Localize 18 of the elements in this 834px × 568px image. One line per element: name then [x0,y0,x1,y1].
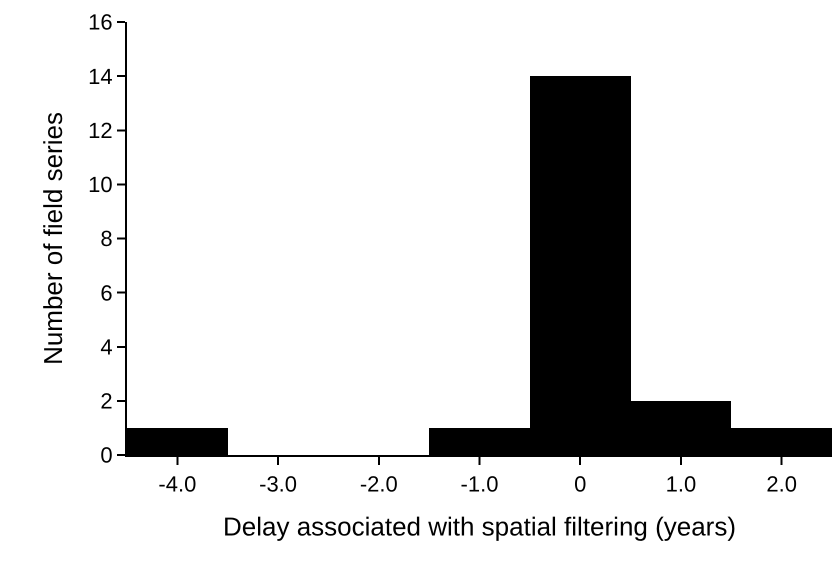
x-tick-label: -2.0 [360,471,398,496]
y-tick-label: 2 [100,388,113,414]
y-tick-label: 0 [100,442,113,468]
y-tick-label: 4 [100,334,113,360]
x-axis-title: Delay associated with spatial filtering (years) [223,512,736,542]
y-axis-title: Number of field series [38,112,68,365]
y-tick-label: 10 [88,172,113,198]
y-tick-label: 12 [88,118,113,143]
x-tick-label: -3.0 [259,471,298,496]
x-tick-label: 0 [574,471,586,496]
x-tick-label: -4.0 [158,471,196,496]
x-tick-label: 2.0 [766,471,797,496]
y-tick-label: 6 [100,280,113,306]
x-tick-label: 1.0 [666,471,696,496]
y-tick-label: 16 [88,10,113,35]
y-tick-label: 8 [100,226,113,252]
x-tick-label: -1.0 [460,471,498,496]
y-tick-label: 14 [88,64,113,89]
